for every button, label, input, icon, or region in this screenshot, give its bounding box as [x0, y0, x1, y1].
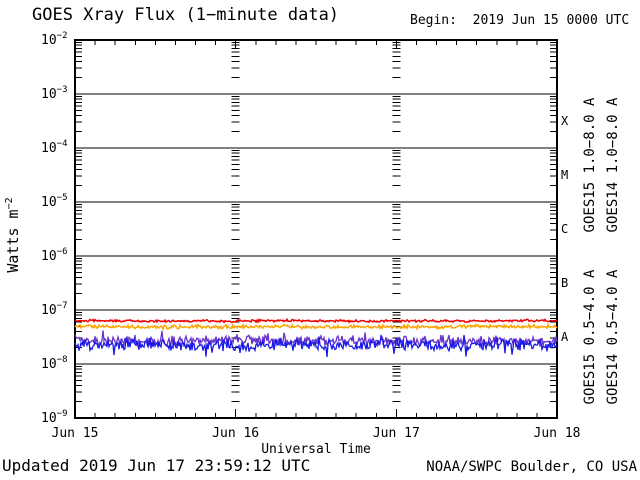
series-line-GOES15-long [74, 317, 558, 324]
x-tick-label: Jun 15 [52, 426, 99, 441]
x-tick-label: Jun 17 [373, 426, 420, 441]
flux-class-label-B: B [561, 276, 568, 290]
x-tick-label: Jun 18 [534, 426, 581, 441]
flux-class-label-C: C [561, 222, 568, 236]
legend-GOES15-short: GOES15 0.5−4.0 A [582, 269, 598, 404]
series-line-GOES14-long [74, 322, 558, 332]
legend-GOES14-long: GOES14 1.0−8.0 A [605, 97, 621, 232]
y-tick-label: 10−9 [41, 409, 68, 426]
flux-class-label-X: X [561, 114, 569, 128]
y-axis-label: Watts m−2 [4, 197, 22, 272]
y-tick-label: 10−3 [41, 85, 68, 102]
y-tick-label: 10−5 [41, 193, 68, 210]
chart-title: GOES Xray Flux (1−minute data) [32, 5, 340, 25]
noaa-credit: NOAA/SWPC Boulder, CO USA [426, 459, 637, 475]
legend-GOES15-long: GOES15 1.0−8.0 A [582, 97, 598, 232]
y-tick-label: 10−7 [41, 301, 68, 318]
y-tick-label: 10−8 [41, 355, 68, 372]
plot-frame [74, 39, 558, 419]
y-tick-label: 10−6 [41, 247, 68, 264]
series-line-GOES14-short [74, 330, 558, 350]
x-axis-label: Universal Time [261, 442, 371, 457]
begin-time-label: Begin: 2019 Jun 15 0000 UTC [410, 13, 630, 28]
legend-GOES14-short: GOES14 0.5−4.0 A [605, 269, 621, 404]
x-tick-label: Jun 16 [212, 426, 259, 441]
flux-class-label-M: M [561, 168, 568, 182]
y-tick-label: 10−4 [41, 139, 68, 156]
y-tick-label: 10−2 [41, 31, 68, 48]
flux-class-label-A: A [561, 330, 569, 344]
series-line-GOES15-short [74, 334, 558, 357]
updated-timestamp: Updated 2019 Jun 17 23:59:12 UTC [2, 456, 311, 475]
